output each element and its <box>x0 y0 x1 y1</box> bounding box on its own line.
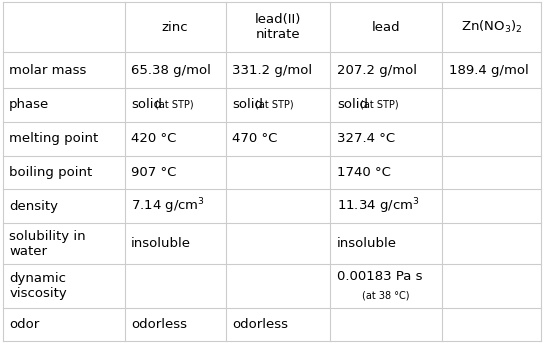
Text: solid: solid <box>337 98 368 111</box>
Text: 331.2 g/mol: 331.2 g/mol <box>232 64 312 77</box>
Text: 327.4 °C: 327.4 °C <box>337 132 395 145</box>
Text: 7.14 g/cm$^3$: 7.14 g/cm$^3$ <box>131 197 205 216</box>
Text: solubility in
water: solubility in water <box>9 230 86 258</box>
Text: 1740 °C: 1740 °C <box>337 166 391 179</box>
Text: boiling point: boiling point <box>9 166 92 179</box>
Text: 470 °C: 470 °C <box>232 132 277 145</box>
Text: 189.4 g/mol: 189.4 g/mol <box>449 64 528 77</box>
Text: phase: phase <box>9 98 50 111</box>
Text: (at STP): (at STP) <box>154 100 193 110</box>
Text: odorless: odorless <box>232 318 288 331</box>
Text: dynamic
viscosity: dynamic viscosity <box>9 272 67 300</box>
Text: 0.00183 Pa s: 0.00183 Pa s <box>337 270 423 283</box>
Text: odor: odor <box>9 318 40 331</box>
Text: insoluble: insoluble <box>131 237 191 250</box>
Text: melting point: melting point <box>9 132 98 145</box>
Text: odorless: odorless <box>131 318 187 331</box>
Text: 65.38 g/mol: 65.38 g/mol <box>131 64 211 77</box>
Text: (at STP): (at STP) <box>360 100 399 110</box>
Text: (at STP): (at STP) <box>256 100 294 110</box>
Text: insoluble: insoluble <box>337 237 397 250</box>
Text: zinc: zinc <box>162 21 188 34</box>
Text: Zn(NO$_3$)$_2$: Zn(NO$_3$)$_2$ <box>461 19 522 35</box>
Text: density: density <box>9 200 58 213</box>
Text: solid: solid <box>232 98 263 111</box>
Text: 207.2 g/mol: 207.2 g/mol <box>337 64 417 77</box>
Text: 420 °C: 420 °C <box>131 132 176 145</box>
Text: lead(II)
nitrate: lead(II) nitrate <box>255 13 301 41</box>
Text: solid: solid <box>131 98 162 111</box>
Text: molar mass: molar mass <box>9 64 86 77</box>
Text: 907 °C: 907 °C <box>131 166 176 179</box>
Text: (at 38 °C): (at 38 °C) <box>362 291 410 300</box>
Text: 11.34 g/cm$^3$: 11.34 g/cm$^3$ <box>337 197 419 216</box>
Text: lead: lead <box>372 21 400 34</box>
